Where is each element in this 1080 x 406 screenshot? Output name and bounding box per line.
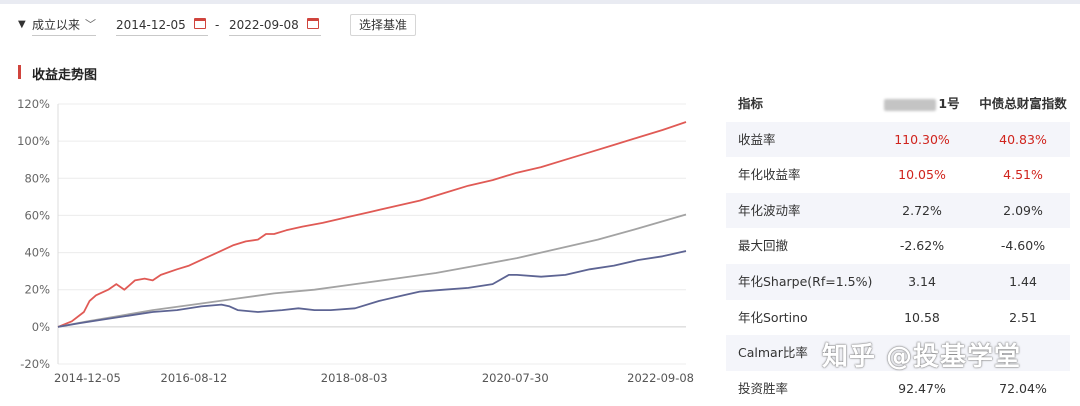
chart-grid — [57, 103, 686, 365]
calendar-icon[interactable] — [194, 18, 206, 29]
filter-bar: ▼ 成立以来 ﹀ 2014-12-05 - 2022-09-08 选择基准 — [0, 12, 1080, 38]
calendar-icon[interactable] — [307, 18, 319, 29]
y-tick-label: -20% — [20, 357, 50, 371]
header-metric: 指标 — [738, 96, 764, 111]
fund-value: -2.62% — [899, 238, 945, 254]
metric-name: 投资胜率 — [738, 380, 789, 396]
header-fund-label: 1号 — [938, 96, 960, 111]
y-tick-label: 80% — [24, 171, 50, 185]
benchmark-value: -4.60% — [1000, 238, 1046, 254]
y-tick-label: 0% — [32, 320, 50, 334]
end-date-input[interactable]: 2022-09-08 — [229, 15, 321, 36]
x-tick-label: 2018-08-03 — [321, 371, 388, 385]
x-tick-label: 2020-07-30 — [482, 371, 549, 385]
metric-name: 年化Sortino — [738, 309, 808, 325]
period-select[interactable]: 成立以来 ﹀ — [32, 15, 96, 36]
return-trend-chart: 120%100%80%60%40%20%0%-20% 2014-12-05 201… — [17, 97, 694, 385]
benchmark-value: 40.83% — [999, 131, 1047, 147]
select-benchmark-button[interactable]: 选择基准 — [350, 14, 416, 36]
x-tick-label: 2022-09-08 — [627, 371, 694, 385]
chevron-down-icon: ﹀ — [85, 18, 96, 31]
table-row: 年化Sortino 10.58 2.51 — [726, 300, 1070, 336]
x-axis: 2014-12-05 2016-08-12 2018-08-03 2020-07-30… — [54, 371, 694, 385]
y-tick-label: 100% — [17, 134, 50, 148]
end-date-value: 2022-09-08 — [229, 18, 299, 32]
metric-name: 年化Sharpe(Rf=1.5%) — [738, 273, 873, 289]
period-select-value: 成立以来 — [32, 18, 81, 32]
date-range-separator: - — [215, 18, 220, 32]
header-benchmark: 中债总财富指数 — [979, 96, 1067, 111]
table-row: Calmar比率 — [726, 335, 1070, 371]
metric-name: 年化收益率 — [738, 167, 801, 183]
benchmark-value: 2.09% — [1003, 202, 1043, 218]
benchmark-value: 72.04% — [999, 380, 1047, 396]
fund-value: 10.58 — [904, 309, 940, 325]
metrics-table: 指标 1号 中债总财富指数 收益率 110.30% 40.83% 年化收益率 10.05… — [726, 86, 1070, 406]
fund-value: 2.72% — [902, 202, 942, 218]
fund-value: 10.05% — [898, 167, 946, 183]
x-tick-label: 2016-08-12 — [161, 371, 228, 385]
table-body: 收益率 110.30% 40.83% 年化收益率 10.05% 4.51% 年化波动率 2.7… — [726, 121, 1070, 406]
filter-funnel-icon: ▼ — [18, 19, 26, 30]
metric-name: 最大回撤 — [738, 238, 789, 254]
watermark: 知乎 @投基学堂 — [822, 342, 1022, 372]
table-row: 最大回撤 -2.62% -4.60% — [726, 228, 1070, 264]
fund-value: 3.14 — [908, 273, 936, 289]
table-row: 年化收益率 10.05% 4.51% — [726, 157, 1070, 193]
table-row: 年化波动率 2.72% 2.09% — [726, 192, 1070, 229]
section-title-text: 收益走势图 — [32, 68, 98, 83]
metric-name: Calmar比率 — [738, 345, 808, 361]
table-row: 投资胜率 92.47% 72.04% — [726, 371, 1070, 406]
series-line-1 — [57, 213, 687, 328]
chart-series — [57, 121, 687, 328]
table-header-row: 指标 1号 中债总财富指数 — [726, 86, 1070, 122]
metric-name: 收益率 — [738, 131, 776, 147]
table-row: 收益率 110.30% 40.83% — [726, 121, 1070, 158]
benchmark-value: 1.44 — [1009, 273, 1037, 289]
header-fund: 1号 — [876, 86, 968, 122]
redacted-fund-name — [884, 98, 937, 111]
y-tick-label: 20% — [24, 283, 50, 297]
section-accent-bar — [18, 65, 21, 79]
top-strip — [0, 0, 1080, 4]
benchmark-value: 4.51% — [1003, 167, 1043, 183]
series-line-2 — [57, 250, 687, 328]
metric-name: 年化波动率 — [738, 202, 801, 218]
fund-value: 92.47% — [898, 380, 946, 396]
y-tick-label: 120% — [17, 97, 50, 111]
start-date-input[interactable]: 2014-12-05 — [116, 15, 208, 36]
y-tick-label: 60% — [24, 208, 50, 222]
start-date-value: 2014-12-05 — [116, 18, 186, 32]
fund-value: 110.30% — [894, 131, 950, 147]
table-row: 年化Sharpe(Rf=1.5%) 3.14 1.44 — [726, 263, 1070, 300]
benchmark-value: 2.51 — [1009, 309, 1037, 325]
series-line-0 — [57, 121, 687, 328]
y-axis: 120% 100% 80% 60% 40% 20% 0% -20% — [17, 97, 50, 371]
y-tick-label: 40% — [24, 246, 50, 260]
x-tick-label: 2014-12-05 — [54, 371, 121, 385]
